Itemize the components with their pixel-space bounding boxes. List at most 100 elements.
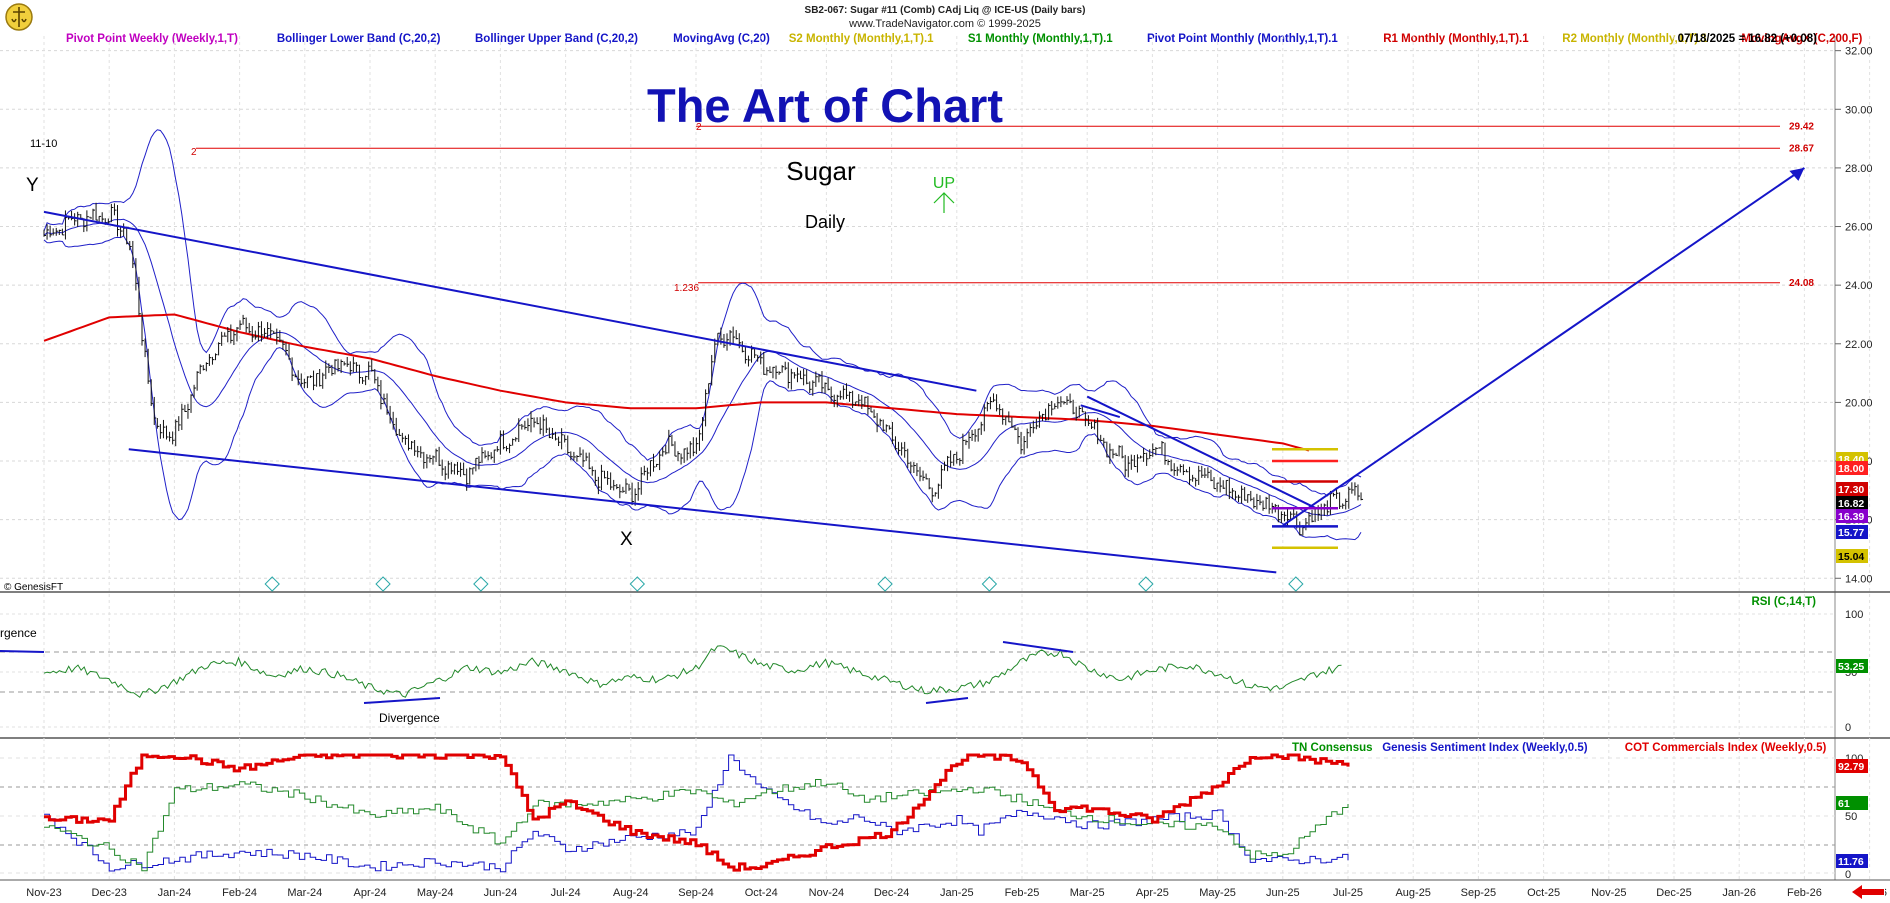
genesis-sentiment-line: [44, 754, 1349, 873]
trendline: [43, 210, 977, 392]
sentiment-tag: [1836, 854, 1868, 868]
sentiment-tick-label: 50: [1845, 811, 1857, 823]
time-tick-label: May-25: [1199, 887, 1236, 899]
rsi-tick-label: 100: [1845, 609, 1863, 621]
time-tick-label: Jan-24: [158, 887, 192, 899]
time-tick-label: Mar-25: [1070, 887, 1105, 899]
legend-item: MovingAvgX (C,200,F): [1741, 33, 1862, 45]
chart-symbol-line: SB2-067: Sugar #11 (Comb) CAdj Liq @ ICE…: [805, 5, 1086, 16]
divergence-bottom-label: Divergence: [379, 711, 440, 725]
legend-item: R1 Monthly (Monthly,1,T).1: [1383, 33, 1529, 45]
price-tick-label: 32.00: [1845, 46, 1873, 58]
trendlines: [43, 167, 1805, 574]
rsi-value-label: 53.25: [1838, 661, 1864, 673]
event-marker-icon: [473, 576, 489, 592]
price-tick-label: 22.00: [1845, 339, 1873, 351]
sentiment-legend-item: Genesis Sentiment Index (Weekly,0.5): [1382, 742, 1588, 754]
price-tick-label: 24.00: [1845, 280, 1873, 292]
sentiment-legend-item: TN Consensus: [1292, 742, 1373, 754]
wave-x-label: X: [620, 529, 633, 550]
sentiment-tick-label: 0: [1845, 869, 1851, 881]
time-tick-label: Dec-23: [91, 887, 126, 899]
target-level-label: 24.08: [1789, 278, 1814, 289]
time-tick-label: Oct-24: [745, 887, 778, 899]
price-tag: [1836, 525, 1868, 539]
projection-arrowhead: [1789, 167, 1805, 181]
trendline: [1086, 395, 1316, 509]
legend-item: S2 Monthly (Monthly,1,T).1: [789, 33, 934, 45]
time-axis: Nov-23 Dec-23 Jan-24 Feb-24 Mar-24 Apr-24 May-…: [26, 887, 1887, 899]
rsi-value-tag: [1836, 659, 1868, 673]
fib-1236-label: 1.236: [674, 283, 699, 294]
tradenavigator-logo-icon: [5, 3, 33, 31]
price-tick-label: 14.00: [1845, 573, 1873, 585]
event-marker-icon: [629, 576, 646, 592]
price-bars: [43, 202, 1364, 536]
sentiment-tag-label: 92.79: [1838, 761, 1864, 773]
wave-count-label: 11-10: [30, 138, 57, 150]
divergence-line: [363, 697, 441, 704]
event-marker-icon: [981, 576, 998, 592]
time-tick-label: Sep-24: [678, 887, 713, 899]
scroll-left-arrow-icon[interactable]: [1849, 884, 1885, 900]
legend-item: R2 Monthly (Monthly,1,T).1: [1562, 33, 1708, 45]
target-level-label: 29.42: [1789, 121, 1814, 132]
chart-main-title: The Art of Chart: [647, 79, 1003, 132]
event-marker-icon: [264, 576, 280, 592]
trendline: [128, 448, 1277, 574]
price-tick-label: 30.00: [1845, 104, 1873, 116]
time-tick-label: Jan-25: [940, 887, 974, 899]
event-marker-icon: [1138, 576, 1154, 592]
bollinger-lower-line: [43, 235, 1362, 541]
time-tick-label: Dec-24: [874, 887, 909, 899]
price-tag-label: 15.77: [1838, 527, 1864, 539]
target-level-label: 28.67: [1789, 143, 1814, 154]
sentiment-tags: 92.79 61 11.76: [1836, 759, 1868, 868]
rsi-title: RSI (C,14,T): [1751, 596, 1816, 608]
time-tick-label: Aug-24: [613, 887, 648, 899]
up-arrow-icon: [933, 192, 955, 213]
price-tick-label: 20.00: [1845, 397, 1873, 409]
sentiment-grid: 100500: [0, 753, 1863, 881]
divergence-line: [925, 697, 969, 704]
legend-item: S1 Monthly (Monthly,1,T).1: [968, 33, 1113, 45]
time-tick-label: Feb-25: [1005, 887, 1040, 899]
legend-item: Bollinger Upper Band (C,20,2): [475, 33, 638, 45]
price-tag: [1836, 549, 1868, 563]
time-tick-label: Feb-24: [222, 887, 257, 899]
time-tick-label: Sep-25: [1461, 887, 1496, 899]
time-tick-label: Jul-24: [551, 887, 581, 899]
price-tag: [1836, 509, 1868, 523]
price-tick-label: 26.00: [1845, 222, 1873, 234]
divergence-line: [1002, 641, 1074, 653]
fib-2-top-label: 2: [696, 122, 702, 133]
time-tick-label: May-24: [417, 887, 454, 899]
time-tick-label: Jun-25: [1266, 887, 1300, 899]
sentiment-lines: [44, 753, 1350, 873]
up-label: UP: [933, 175, 955, 192]
last-price-readout: 07/18/2025 = 16.82 (+0.08): [1678, 33, 1818, 45]
target-levels: 29.42 28.67 24.08: [196, 121, 1814, 289]
cot-commercials-line: [44, 753, 1350, 872]
sentiment-tag: [1836, 759, 1868, 773]
time-tick-label: Jul-25: [1333, 887, 1363, 899]
price-tag-label: 15.04: [1838, 551, 1864, 563]
legend-item: Bollinger Lower Band (C,20,2): [277, 33, 441, 45]
time-tick-label: Aug-25: [1395, 887, 1430, 899]
chart-copyright-line: www.TradeNavigator.com © 1999-2025: [848, 18, 1041, 30]
time-tick-label: Jan-26: [1722, 887, 1756, 899]
trendline: [1282, 167, 1805, 527]
event-marker-icon: [877, 576, 893, 592]
legend-item: Pivot Point Weekly (Weekly,1,T): [66, 33, 238, 45]
wave-y-label: Y: [26, 175, 39, 196]
time-tick-label: Dec-25: [1656, 887, 1691, 899]
timeframe-label: Daily: [805, 212, 845, 232]
price-tag-label: 16.82: [1838, 498, 1864, 510]
time-tick-label: Jun-24: [484, 887, 518, 899]
rsi-series-line: [43, 645, 1342, 699]
legend-item: MovingAvg (C,20): [673, 33, 770, 45]
price-tag-label: 18.00: [1838, 463, 1864, 475]
commodity-label: Sugar: [786, 156, 856, 186]
